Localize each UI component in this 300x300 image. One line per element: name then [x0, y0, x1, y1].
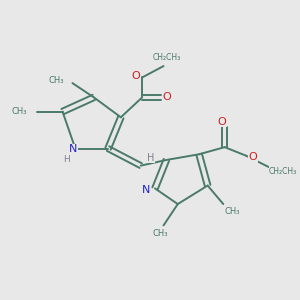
Text: H: H [147, 153, 154, 163]
Text: O: O [163, 92, 171, 102]
Text: CH₃: CH₃ [11, 107, 27, 116]
Text: H: H [63, 155, 70, 164]
Text: CH₃: CH₃ [49, 76, 64, 85]
Text: N: N [69, 144, 77, 154]
Text: O: O [132, 71, 140, 81]
Text: CH₂CH₃: CH₂CH₃ [269, 167, 297, 176]
Text: CH₃: CH₃ [224, 207, 240, 216]
Text: O: O [249, 152, 257, 162]
Text: CH₂CH₃: CH₂CH₃ [152, 53, 181, 62]
Text: O: O [218, 116, 226, 127]
Text: N: N [142, 185, 151, 195]
Text: CH₃: CH₃ [153, 230, 168, 238]
